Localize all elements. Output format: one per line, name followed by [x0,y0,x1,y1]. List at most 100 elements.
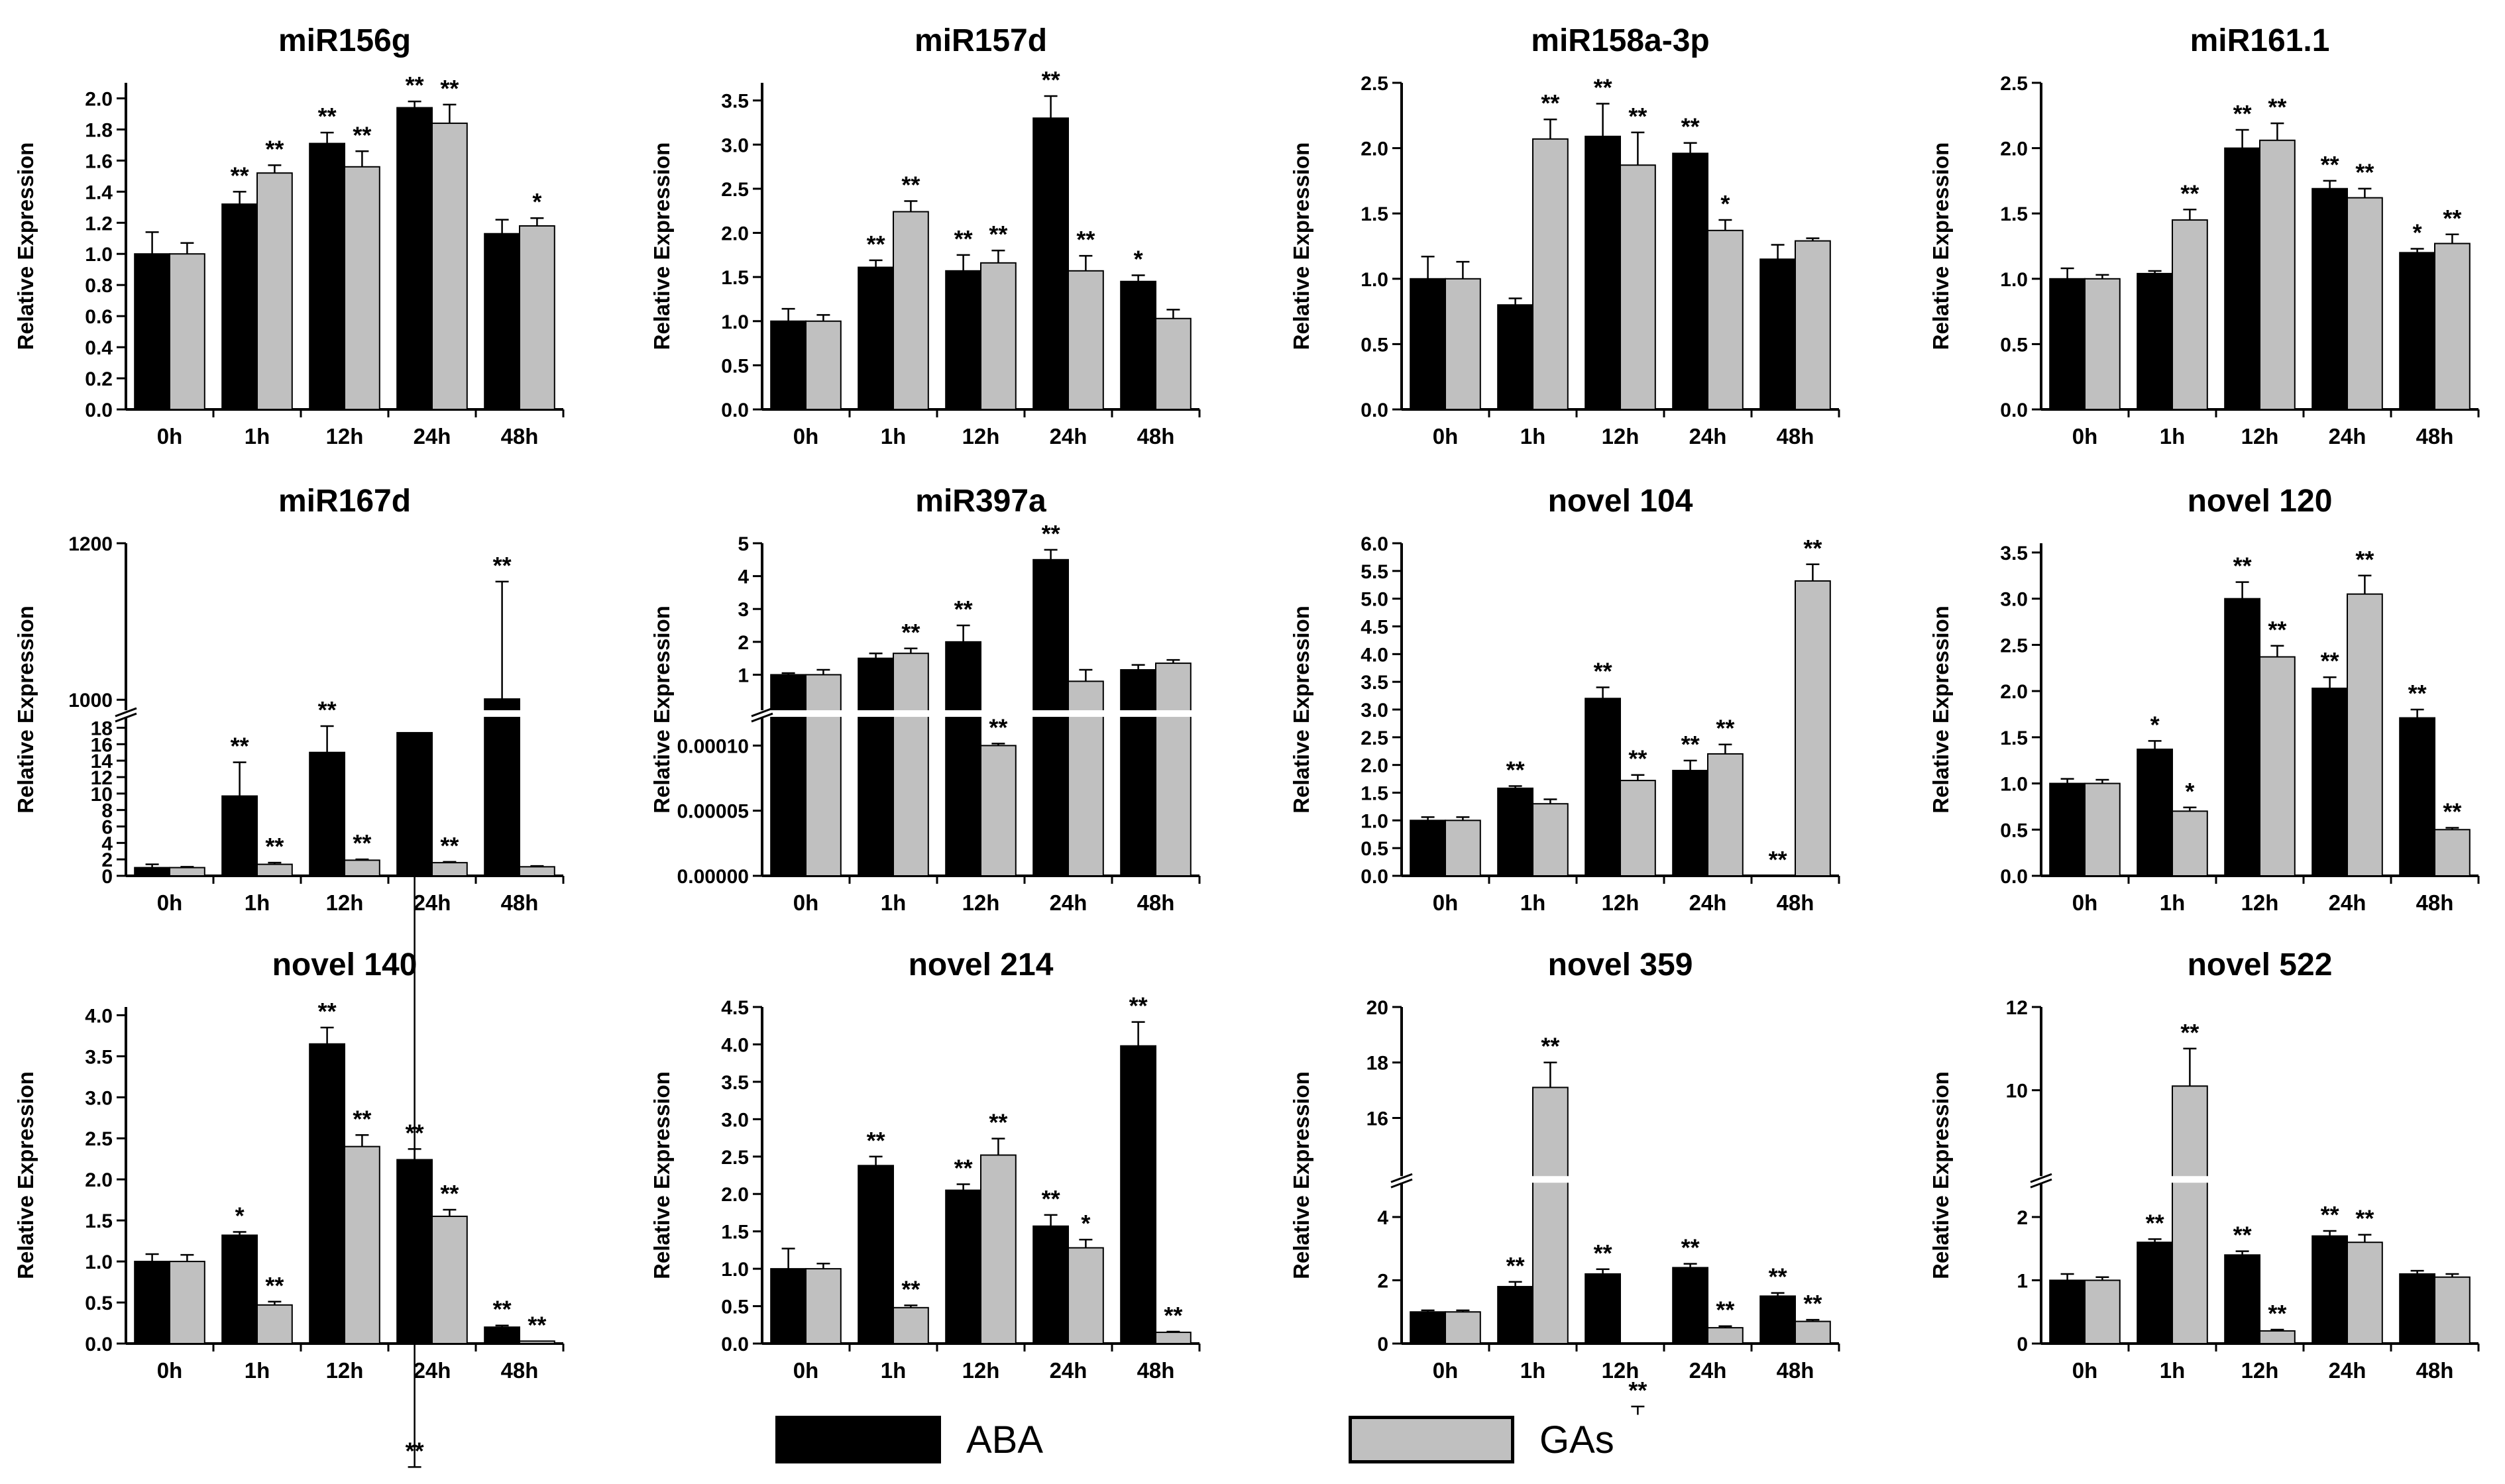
legend-item-aba: ABA [775,1410,1043,1469]
mir167d-significance-mark: ** [318,696,337,723]
mir156g-y-tick-label: 0.8 [85,275,113,297]
mir167d-bar-aba [309,751,346,876]
novel-140-y-tick-label: 2.5 [85,1128,113,1150]
mir158a-3p-significance-mark: * [1720,190,1730,217]
mir167d-significance-mark: ** [265,833,284,860]
novel-140-bar-gas [169,1261,205,1344]
mir157d-bar-aba [770,320,807,410]
mir167d-y-tick-label: 0 [101,866,113,888]
mir397a-significance-mark: ** [954,596,973,623]
mir157d-bar-aba [945,270,981,410]
novel-140-bar-gas [519,1340,555,1345]
novel-140-bar-gas [344,1145,380,1344]
mir157d-bar-gas [1068,270,1104,410]
novel-120-significance-mark: ** [2233,553,2252,580]
mir156g-significance-mark: ** [318,103,337,130]
novel-522-bar-gas [2259,1330,2296,1344]
mir156g-bar-gas [519,225,555,410]
novel-104-significance-mark: ** [1803,535,1822,562]
mir158a-3p-y-tick-label: 0.5 [1361,334,1388,356]
novel-214-bar-aba [945,1189,981,1344]
mir167d-y-tick-label: 10 [91,784,113,806]
novel-104-y-tick-label: 0.0 [1361,866,1388,888]
mir167d-x-tick-label: 24h [414,890,451,915]
mir156g-y-tick-label: 1.0 [85,244,113,266]
novel-359-significance-mark: ** [1628,1377,1647,1404]
novel-140-significance-mark: ** [493,1296,512,1323]
novel-522-axis-break-gap [2028,1176,2478,1183]
mir167d-significance-mark: ** [353,829,371,857]
mir161-1-bar-aba [2399,252,2435,410]
novel-214-significance-mark: ** [1164,1302,1182,1329]
novel-214-y-tick-label: 1.5 [721,1222,749,1244]
mir167d-title: miR167d [278,484,411,519]
novel-140-significance-mark: ** [265,1272,284,1299]
mir161-1-significance-mark: * [2413,219,2422,246]
mir167d-y-axis-label: Relative Expression [13,606,38,814]
mir167d-bar-gas [344,859,380,877]
novel-359-y-tick-label: 16 [1366,1108,1388,1130]
mir158a-3p-significance-mark: ** [1681,113,1700,140]
novel-140-y-tick-label: 3.0 [85,1087,113,1109]
mir157d-significance-mark: * [1134,245,1143,272]
novel-522-bar-gas [2347,1242,2383,1344]
novel-104-significance-mark: ** [1628,745,1647,772]
mir158a-3p-bar-aba [1759,258,1796,410]
novel-120-significance-mark: * [2185,778,2194,805]
novel-104-significance-mark: ** [1506,756,1525,783]
novel-140-bar-aba [221,1234,258,1344]
mir397a-title: miR397a [915,484,1046,519]
novel-214-bar-gas [1155,1332,1192,1344]
mir161-1-x-tick-label: 12h [2241,424,2279,449]
novel-104-bar-aba [1497,787,1533,876]
novel-120-x-tick-label: 24h [2329,890,2366,915]
novel-140-x-tick-label: 24h [414,1358,451,1383]
mir157d-bar-aba [858,266,894,411]
novel-214-y-tick-label: 3.5 [721,1072,749,1094]
novel-104-y-tick-label: 5.5 [1361,561,1388,583]
mir156g-y-tick-label: 2.0 [85,88,113,110]
novel-522-axis-break-mark [2030,1173,2052,1183]
novel-522-title: novel 522 [2188,947,2333,982]
novel-359-bar-aba [1672,1267,1708,1344]
novel-214-significance-mark: * [1081,1210,1090,1237]
novel-104-significance-mark: ** [1594,658,1612,685]
mir157d-y-tick-label: 3.5 [721,91,749,113]
novel-214-y-tick-label: 3.0 [721,1109,749,1131]
mir158a-3p-bar-gas [1707,229,1744,410]
novel-120-bar-aba [2137,748,2173,876]
novel-120-x-tick-label: 48h [2416,890,2454,915]
novel-359-significance-mark: ** [1594,1240,1612,1267]
mir157d-significance-mark: ** [1076,226,1095,253]
novel-140-y-axis-label: Relative Expression [13,1071,38,1279]
novel-522-x-tick-label: 12h [2241,1358,2279,1383]
novel-120-bar-gas [2434,829,2471,877]
mir167d-bar-aba [221,795,258,876]
novel-140-y-tick-label: 1.5 [85,1210,113,1232]
novel-120-bar-aba [2399,717,2435,877]
mir157d-x-tick-label: 12h [962,424,1000,449]
mir397a-bar-aba [945,641,981,876]
mir158a-3p-y-tick-label: 2.0 [1361,138,1388,160]
novel-214-significance-mark: ** [989,1109,1007,1136]
novel-104-bar-gas [1532,803,1569,876]
mir156g-significance-mark: ** [353,121,371,148]
mir158a-3p-significance-mark: ** [1628,103,1647,130]
mir156g-x-tick-label: 48h [501,424,539,449]
mir167d-bar-gas [169,867,205,877]
mir157d-y-tick-label: 1.5 [721,267,749,289]
mir158a-3p-x-tick-label: 1h [1520,424,1546,449]
mir161-1-significance-mark: ** [2443,205,2461,232]
mir156g-title: miR156g [278,23,411,58]
mir167d-axis-break-mark [115,707,137,717]
novel-522-y-axis-label: Relative Expression [1928,1071,1953,1279]
mir161-1-bar-aba [2311,187,2348,410]
mir161-1-y-tick-label: 0.5 [2000,334,2028,356]
mir156g-y-tick-label: 0.6 [85,306,113,328]
novel-140-x-tick-label: 0h [157,1358,183,1383]
novel-140-title: novel 140 [272,947,418,982]
mir167d-y-tick-label: 6 [101,816,113,838]
novel-104-bar-aba [1410,820,1446,877]
novel-359-bar-aba [1585,1273,1621,1344]
